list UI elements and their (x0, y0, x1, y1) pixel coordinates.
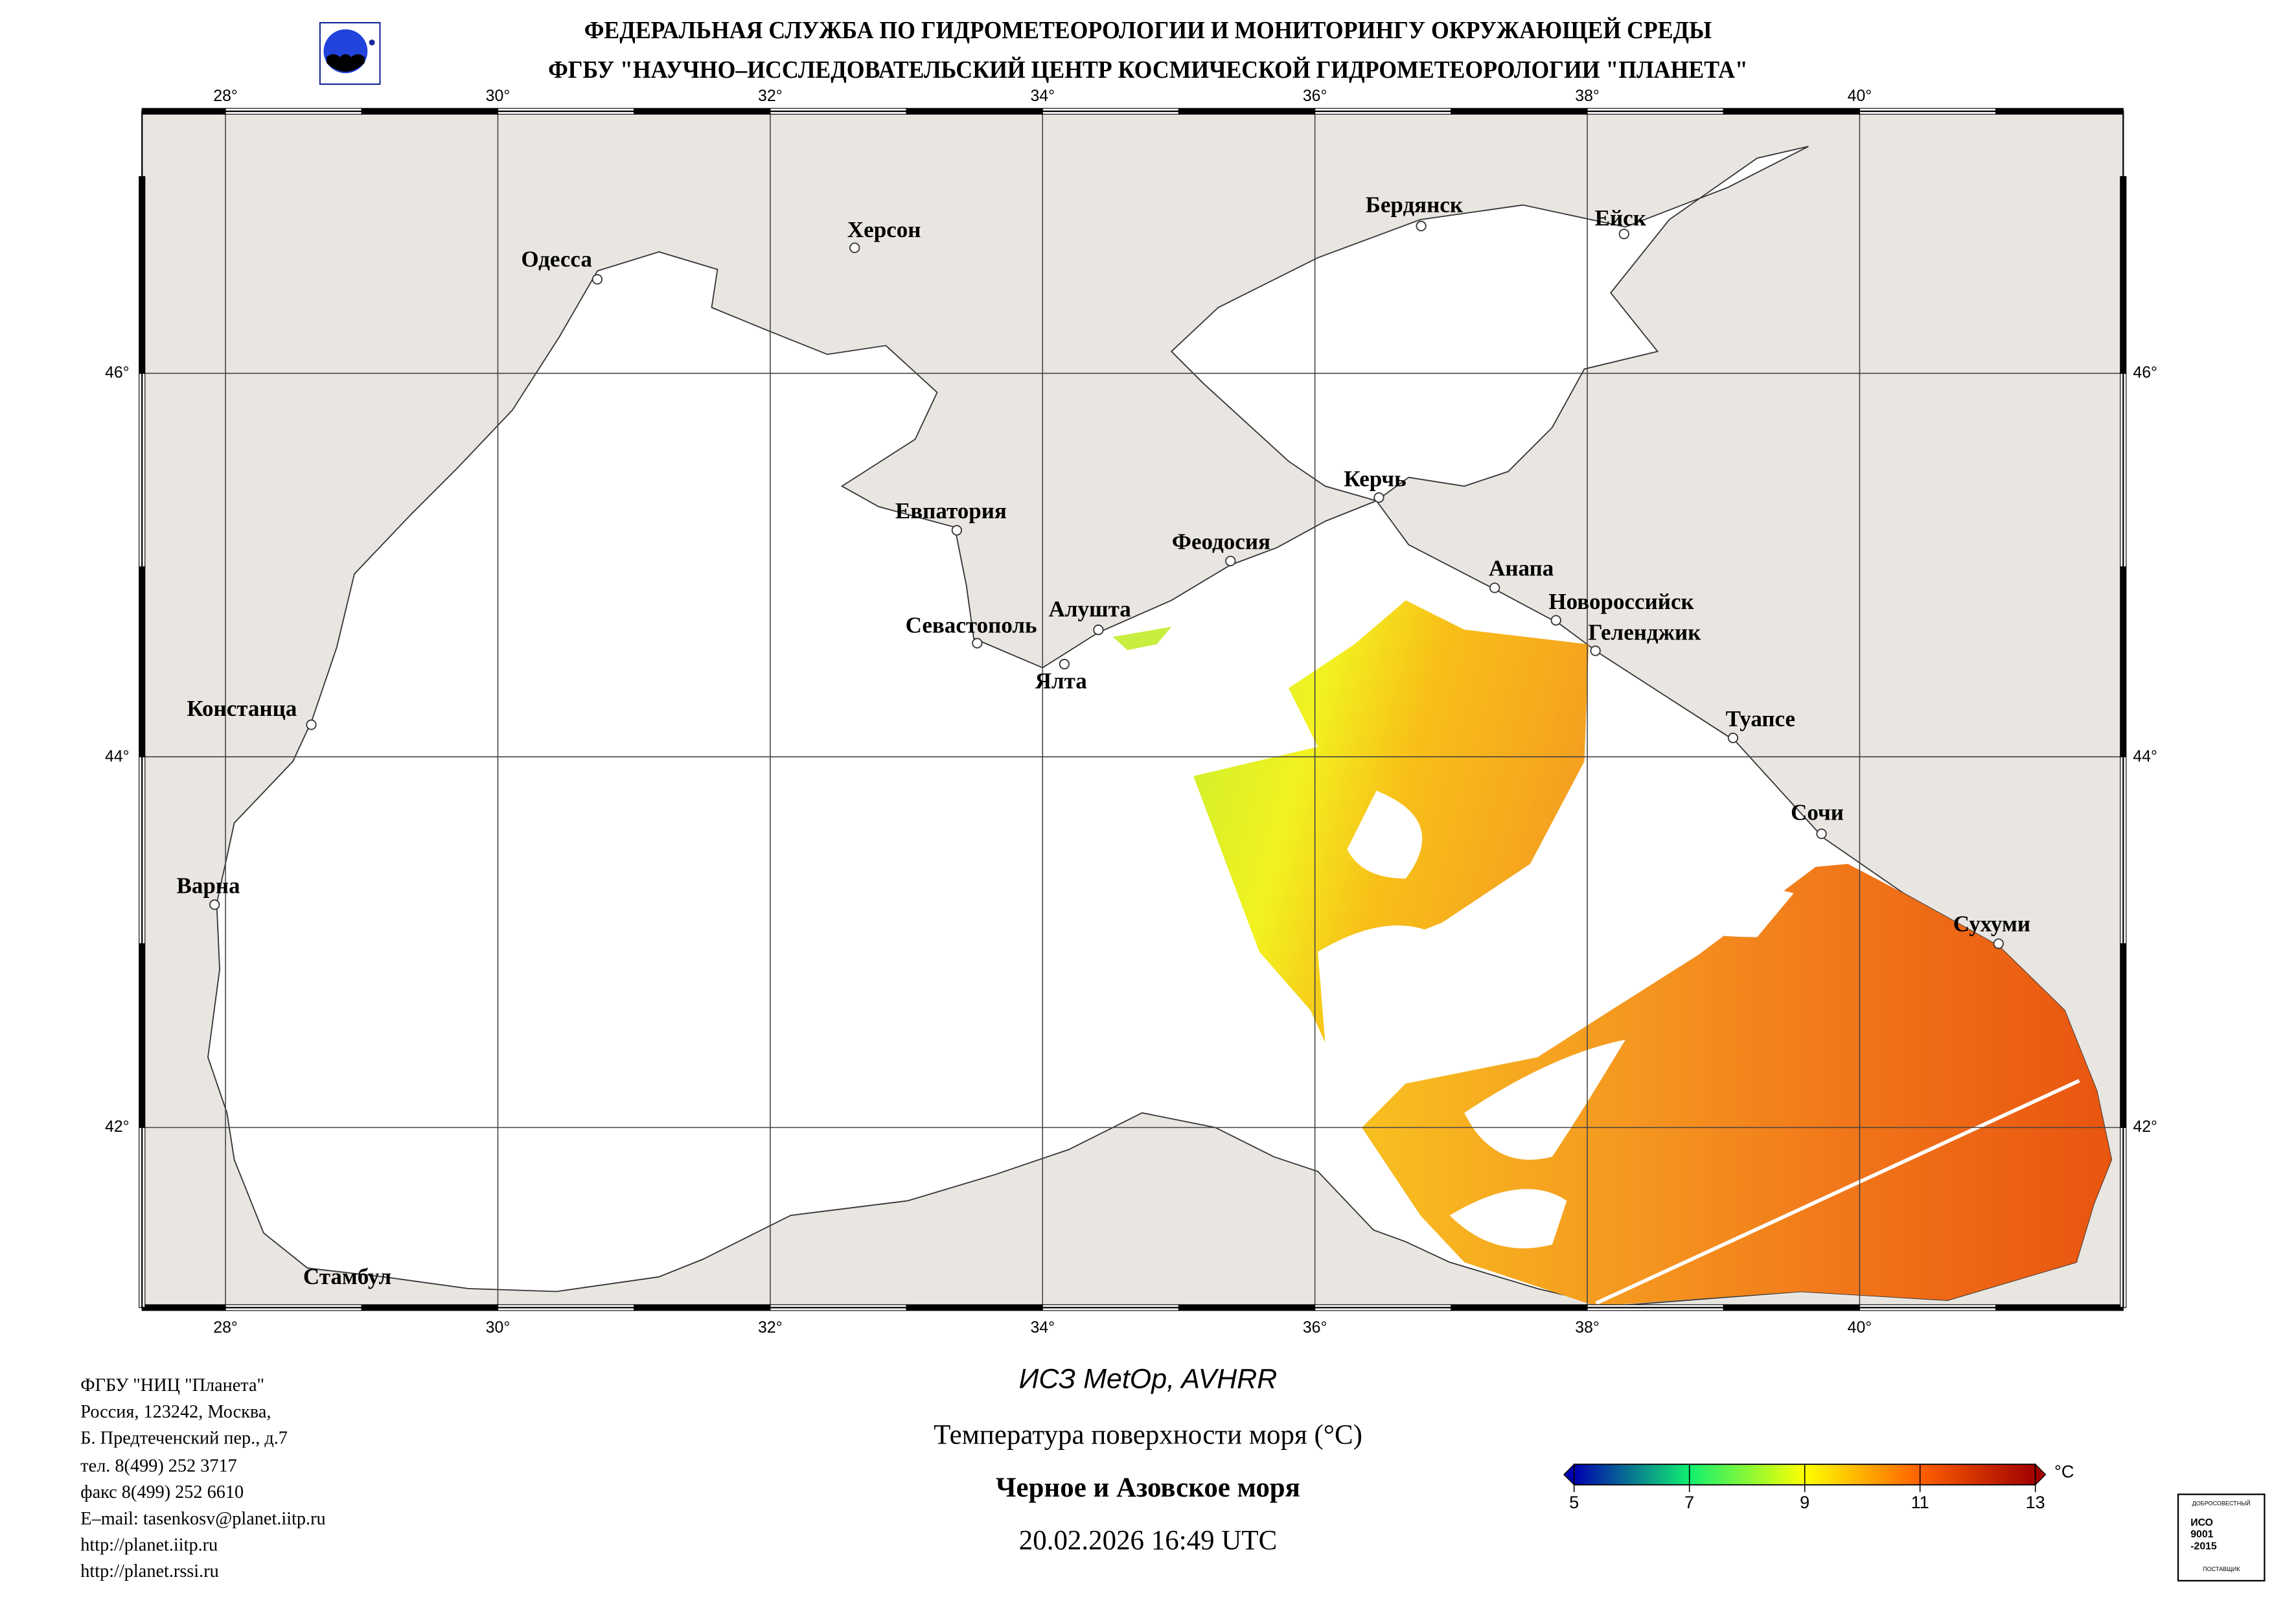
city-marker (209, 899, 220, 910)
city-label: Одесса (521, 247, 592, 272)
contact-line: Б. Предтеченский пер., д.7 (80, 1428, 288, 1449)
city-marker (1489, 582, 1500, 593)
lon-label-top: 30° (485, 87, 511, 106)
contact-line: факс 8(499) 252 6610 (80, 1481, 244, 1502)
colorbar-tick-label: 7 (1684, 1492, 1695, 1513)
city-label: Анапа (1489, 557, 1554, 582)
lon-label-bottom: 40° (1847, 1319, 1872, 1337)
city-marker (306, 719, 317, 730)
lat-label-left: 42° (105, 1118, 130, 1136)
city-label: Севастополь (905, 614, 1037, 639)
colorbar-tick-label: 9 (1800, 1492, 1810, 1513)
city-marker (951, 525, 962, 536)
satellite-label: ИСЗ MetOp, AVHRR (1018, 1364, 1278, 1396)
iso-top-text: ДОБРОСОВЕСТНЫЙ (2192, 1499, 2251, 1507)
city-marker (1618, 228, 1629, 240)
city-label: Ейск (1594, 206, 1646, 231)
lon-label-bottom: 34° (1030, 1319, 1055, 1337)
colorbar-under-arrow (1563, 1463, 1575, 1486)
swath-edge-line (1595, 1079, 2080, 1305)
center-title: ФГБУ "НАУЧНО–ИССЛЕДОВАТЕЛЬСКИЙ ЦЕНТР КОС… (548, 55, 1748, 84)
city-label: Стамбул (303, 1265, 392, 1291)
city-marker (1550, 615, 1561, 626)
city-marker (1993, 938, 2004, 949)
cloud-gaps (1318, 790, 1794, 1248)
lon-label-top: 32° (758, 87, 783, 106)
lon-label-top: 38° (1575, 87, 1600, 106)
colorbar-tick-label: 13 (2025, 1492, 2045, 1513)
city-label: Евпатория (895, 500, 1007, 525)
city-label: Херсон (847, 218, 921, 244)
lon-label-top: 36° (1302, 87, 1327, 106)
lon-label-top: 40° (1847, 87, 1872, 106)
iso-text: ИСО 9001 -2015 (2190, 1518, 2217, 1552)
contact-line: E–mail: tasenkosv@planet.iitp.ru (80, 1508, 326, 1529)
lat-label-left: 46° (105, 364, 130, 382)
lon-label-bottom: 28° (213, 1319, 238, 1337)
city-marker (972, 637, 983, 649)
city-marker (1727, 732, 1739, 744)
iso-bottom-text: ПОСТАВЩИК (2203, 1565, 2240, 1573)
contact-line: http://planet.rssi.ru (80, 1561, 219, 1582)
city-label: Феодосия (1171, 530, 1271, 555)
city-marker (1373, 492, 1384, 503)
city-marker (849, 242, 860, 253)
city-marker (1093, 625, 1104, 636)
parameter-label: Температура поверхности моря (°C) (934, 1420, 1362, 1451)
contact-line: тел. 8(499) 252 3717 (80, 1454, 237, 1476)
city-label: Сухуми (1953, 913, 2031, 938)
sea-of-azov (1170, 146, 1809, 501)
city-label: Новороссийск (1548, 590, 1694, 615)
contact-line: ФГБУ "НИЦ "Планета" (80, 1375, 265, 1396)
city-label: Керчь (1344, 466, 1406, 492)
iso-9001-stamp: ДОБРОСОВЕСТНЫЙ ИСО 9001 -2015 ПОСТАВЩИК (2177, 1493, 2266, 1582)
city-label: Алушта (1048, 597, 1131, 623)
lat-label-right: 44° (2133, 748, 2157, 766)
city-label: Геленджик (1588, 621, 1701, 647)
city-label: Варна (176, 873, 240, 899)
contact-line: http://planet.iitp.ru (80, 1535, 218, 1556)
lon-label-bottom: 30° (485, 1319, 511, 1337)
planeta-logo (319, 21, 381, 86)
lon-label-bottom: 32° (758, 1319, 783, 1337)
city-marker (1416, 220, 1427, 232)
lon-label-top: 34° (1030, 87, 1055, 106)
lon-label-top: 28° (213, 87, 238, 106)
colorbar-tick-label: 5 (1569, 1492, 1579, 1513)
colorbar-tick-label: 11 (1911, 1492, 1929, 1513)
city-label: Ялта (1035, 668, 1087, 694)
region-label: Черное и Азовское моря (996, 1473, 1300, 1504)
agency-title: ФЕДЕРАЛЬНАЯ СЛУЖБА ПО ГИДРОМЕТЕОРОЛОГИИ … (584, 16, 1712, 44)
lat-label-right: 42° (2133, 1118, 2157, 1136)
lon-label-bottom: 36° (1302, 1319, 1327, 1337)
city-label: Сочи (1791, 801, 1844, 827)
city-marker (1590, 645, 1601, 656)
city-marker (1225, 555, 1236, 567)
contact-line: Россия, 123242, Москва, (80, 1401, 271, 1423)
colorbar-unit: °C (2054, 1461, 2074, 1482)
lat-label-left: 44° (105, 748, 130, 766)
city-label: Бердянск (1365, 194, 1464, 219)
lat-label-right: 46° (2133, 364, 2157, 382)
city-marker (591, 274, 603, 285)
city-marker (1816, 828, 1827, 840)
city-label: Туапсе (1725, 707, 1796, 732)
contact-info: ФГБУ "НИЦ "Планета" Россия, 123242, Москв… (80, 1372, 325, 1585)
colorbar-over-arrow (2034, 1463, 2047, 1486)
lon-label-bottom: 38° (1575, 1319, 1600, 1337)
city-label: Констанца (187, 696, 297, 722)
datetime-label: 20.02.2026 16:49 UTC (1018, 1526, 1278, 1557)
city-marker (1059, 658, 1070, 670)
